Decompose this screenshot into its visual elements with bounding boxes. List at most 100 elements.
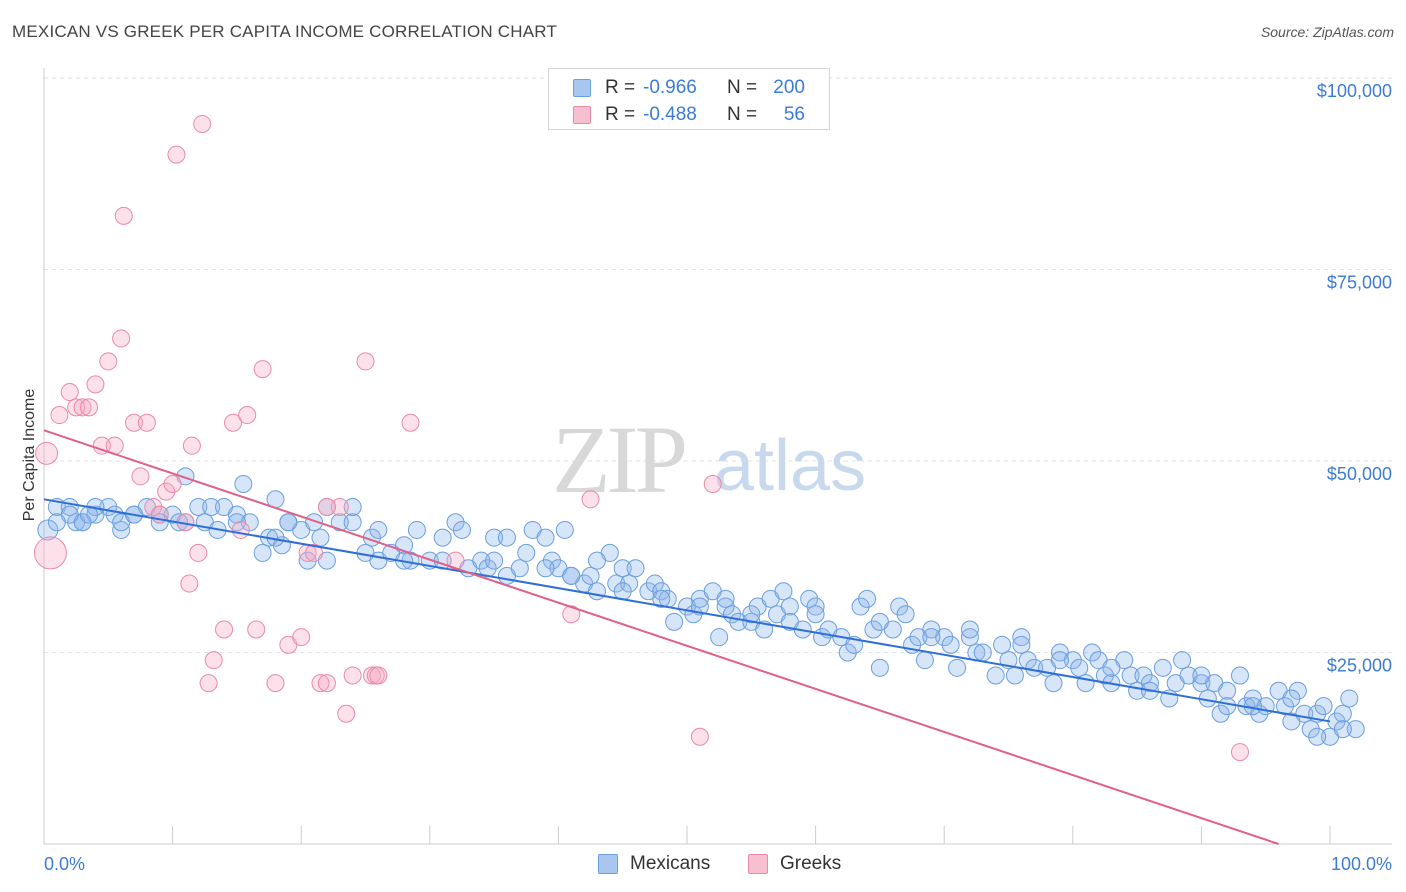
greeks-point xyxy=(305,543,324,562)
greeks-point xyxy=(266,674,285,693)
mexicans-point xyxy=(542,551,561,570)
mexicans-point xyxy=(581,566,600,585)
mexicans-point xyxy=(1301,720,1320,739)
greeks-point xyxy=(125,413,144,432)
greeks-trend-line xyxy=(43,429,1279,845)
greeks-point xyxy=(73,398,92,417)
mexicans-point xyxy=(607,574,626,593)
greeks-point xyxy=(193,114,212,133)
mexicans-point xyxy=(626,559,645,578)
mexicans-point xyxy=(1282,689,1301,708)
source-label: Source: ZipAtlas.com xyxy=(1260,24,1394,40)
greeks-point xyxy=(337,704,356,723)
mexicans-point xyxy=(1012,628,1031,647)
mexicans-point xyxy=(652,589,671,608)
stats-row-greeks: R = -0.488 N = 56 xyxy=(549,102,829,128)
greeks-point xyxy=(231,520,250,539)
mexicans-point xyxy=(1012,635,1031,654)
mexicans-point xyxy=(870,612,889,631)
x-tick-label: 0.0% xyxy=(44,854,85,874)
mexicans-point xyxy=(189,497,208,516)
n-label: N = xyxy=(727,104,758,125)
mexicans-point xyxy=(620,574,639,593)
axes xyxy=(43,68,1392,845)
mexicans-point xyxy=(47,513,66,532)
greeks-point xyxy=(401,413,420,432)
mexicans-point xyxy=(774,582,793,601)
greeks-point xyxy=(157,482,176,501)
mexicans-point xyxy=(562,566,581,585)
greeks-point xyxy=(199,674,218,693)
greeks-point xyxy=(690,727,709,746)
mexicans-point xyxy=(234,474,253,493)
y-tick-label: $100,000 xyxy=(1317,81,1392,101)
mexicans-point xyxy=(1333,720,1352,739)
greeks-point xyxy=(253,360,272,379)
x-tick-label: 100.0% xyxy=(1331,854,1392,874)
y-axis-label: Per Capita Income xyxy=(21,389,38,522)
mexicans-point xyxy=(407,520,426,539)
y-tick-label: $25,000 xyxy=(1327,656,1392,676)
mexicans-point xyxy=(485,551,504,570)
r-value: -0.966 xyxy=(643,77,697,98)
greeks-point xyxy=(114,206,133,225)
grid-lines xyxy=(44,77,1392,653)
legend-label-greeks: Greeks xyxy=(780,853,842,874)
greeks-point xyxy=(189,543,208,562)
mexicans-point xyxy=(806,597,825,616)
mexicans-point xyxy=(1230,666,1249,685)
greeks-point xyxy=(215,620,234,639)
greeks-point xyxy=(224,413,243,432)
mexicans-point xyxy=(305,513,324,532)
mexicans-point xyxy=(1211,704,1230,723)
mexicans-point xyxy=(485,528,504,547)
mexicans-point xyxy=(497,528,516,547)
greeks-point xyxy=(292,628,311,647)
stats-legend: R = -0.966 N = 200 R = -0.488 N = 56 xyxy=(548,68,830,130)
greeks-point xyxy=(356,352,375,371)
greeks-point xyxy=(33,536,67,570)
mexicans-point xyxy=(613,582,632,601)
mexicans-point xyxy=(915,651,934,670)
mexicans-point xyxy=(1070,658,1089,677)
mexicans-point xyxy=(1102,658,1121,677)
mexicans-point xyxy=(1044,674,1063,693)
mexicans-point xyxy=(1333,704,1352,723)
greeks-point xyxy=(67,398,86,417)
greeks-legend-swatch xyxy=(748,854,768,874)
mexicans-point xyxy=(330,513,349,532)
greeks-point xyxy=(703,474,722,493)
mexicans-point xyxy=(890,597,909,616)
mexicans-point xyxy=(986,666,1005,685)
mexicans-point xyxy=(510,559,529,578)
greeks-swatch xyxy=(573,106,591,124)
mexicans-point xyxy=(1192,674,1211,693)
mexicans-point xyxy=(716,597,735,616)
greeks-point xyxy=(1230,743,1249,762)
mexicans-point xyxy=(1153,658,1172,677)
mexicans-point xyxy=(613,559,632,578)
mexicans-point xyxy=(896,605,915,624)
mexicans-point xyxy=(864,620,883,639)
mexicans-point xyxy=(742,605,761,624)
greeks-point xyxy=(112,329,131,348)
greeks-point xyxy=(317,674,336,693)
greeks-point xyxy=(167,145,186,164)
r-label: R = xyxy=(605,77,636,98)
n-label: N = xyxy=(727,77,758,98)
mexicans-point xyxy=(298,551,317,570)
mexicans-point xyxy=(851,597,870,616)
mexicans-point xyxy=(1218,681,1237,700)
greeks-point xyxy=(369,666,388,685)
mexicans-point xyxy=(517,543,536,562)
mexicans-point xyxy=(1121,666,1140,685)
series-legend: Mexicans Greeks xyxy=(0,852,1406,878)
greeks-point xyxy=(311,674,330,693)
mexicans-point xyxy=(37,519,59,541)
mexicans-point xyxy=(941,635,960,654)
greeks-point xyxy=(137,413,156,432)
mexicans-point xyxy=(1005,666,1024,685)
greeks-point xyxy=(247,620,266,639)
mexicans-point xyxy=(452,520,471,539)
watermark: ZIP atlas xyxy=(552,406,866,513)
